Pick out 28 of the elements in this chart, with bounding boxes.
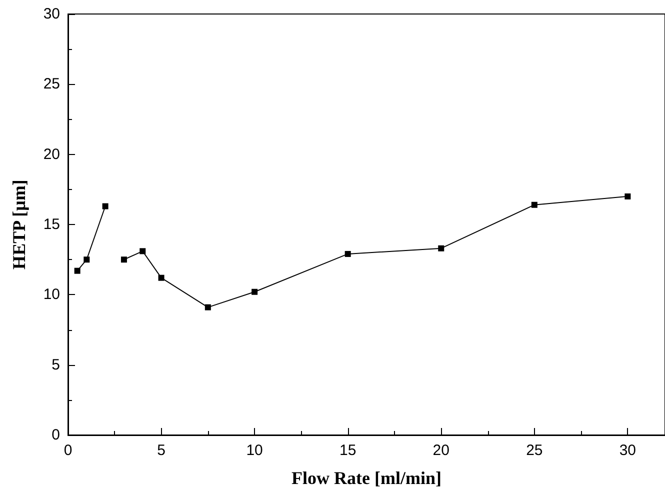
y-tick-label: 10 xyxy=(43,286,60,304)
x-tick-label: 15 xyxy=(340,442,356,459)
x-tick-label: 30 xyxy=(619,442,636,459)
y-tick-label: 20 xyxy=(43,146,60,163)
point xyxy=(102,203,108,210)
y-tick-label: 5 xyxy=(52,356,60,374)
point xyxy=(140,248,146,254)
y-axis-title: HETP [µm] xyxy=(9,180,29,270)
x-tick-label: 20 xyxy=(432,442,450,459)
y-tick-label: 0 xyxy=(52,426,60,444)
x-tick-label: 5 xyxy=(157,442,166,459)
point xyxy=(120,256,127,263)
point xyxy=(624,193,631,200)
point xyxy=(158,274,164,281)
point xyxy=(204,304,211,310)
point xyxy=(74,268,80,274)
point xyxy=(344,250,351,257)
y-tick-label: 15 xyxy=(43,216,60,233)
point xyxy=(252,288,258,295)
x-tick-label: 25 xyxy=(526,442,543,459)
x-tick-label: 10 xyxy=(246,442,263,459)
x-tick-label: 0 xyxy=(64,442,72,459)
x-axis-title: Flow Rate [ml/min] xyxy=(292,468,442,488)
y-tick-label: 25 xyxy=(43,76,60,93)
point xyxy=(531,202,538,208)
point xyxy=(84,256,90,263)
point xyxy=(438,245,444,252)
y-tick-label: 30 xyxy=(43,6,60,22)
